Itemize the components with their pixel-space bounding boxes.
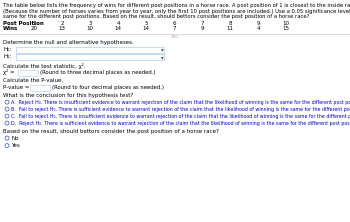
Circle shape (5, 100, 9, 104)
Circle shape (5, 136, 9, 140)
Text: 11: 11 (226, 26, 233, 31)
Text: Post Position: Post Position (3, 21, 44, 26)
Text: 2: 2 (60, 21, 64, 26)
Text: 15: 15 (282, 26, 289, 31)
Text: 7: 7 (200, 21, 204, 26)
FancyBboxPatch shape (16, 54, 164, 60)
Text: ▾: ▾ (161, 47, 163, 52)
Text: 9: 9 (200, 26, 204, 31)
Text: 10: 10 (282, 21, 289, 26)
Text: χ² =: χ² = (3, 69, 15, 75)
Text: Calculate the P-value.: Calculate the P-value. (3, 78, 63, 83)
Text: 5: 5 (144, 21, 148, 26)
Text: 20: 20 (30, 26, 37, 31)
Text: 3: 3 (88, 21, 92, 26)
Text: 4: 4 (116, 21, 120, 26)
Text: ▾: ▾ (161, 55, 163, 59)
FancyBboxPatch shape (30, 85, 50, 91)
Text: 8: 8 (228, 21, 232, 26)
Text: (Because the number of horses varies from year to year, only the first 10 post p: (Because the number of horses varies fro… (3, 9, 350, 14)
Text: Based on the result, should bettors consider the post position of a horse race?: Based on the result, should bettors cons… (3, 129, 219, 134)
Text: Yes: Yes (11, 143, 20, 148)
Text: D.  Reject H₀. There is sufficient evidence to warrant rejection of the claim th: D. Reject H₀. There is sufficient eviden… (11, 121, 350, 126)
Text: 13: 13 (58, 26, 65, 31)
Text: What is the conclusion for this hypothesis test?: What is the conclusion for this hypothes… (3, 93, 133, 98)
Text: Wins: Wins (3, 26, 18, 31)
Text: (Round to three decimal places as needed.): (Round to three decimal places as needed… (40, 70, 155, 75)
Circle shape (5, 144, 9, 148)
Circle shape (5, 114, 9, 118)
Circle shape (5, 121, 9, 125)
Text: same for the different post positions. Based on the result, should bettors consi: same for the different post positions. B… (3, 14, 309, 19)
Text: P-value =: P-value = (3, 85, 29, 90)
Text: 10: 10 (86, 26, 93, 31)
Text: No: No (11, 136, 19, 141)
Text: C.  Fail to reject H₀. There is insufficient evidence to warrant rejection of th: C. Fail to reject H₀. There is insuffici… (11, 114, 350, 119)
Text: The table below lists the frequency of wins for different post positions in a ho: The table below lists the frequency of w… (3, 4, 350, 8)
Text: H₀:: H₀: (3, 47, 11, 52)
Text: Determine the null and alternative hypotheses.: Determine the null and alternative hypot… (3, 40, 134, 45)
Text: A.  Reject H₀. There is insufficient evidence to warrant rejection of the claim : A. Reject H₀. There is insufficient evid… (11, 100, 350, 105)
Text: 14: 14 (142, 26, 149, 31)
Text: 9: 9 (256, 21, 260, 26)
Text: 14: 14 (114, 26, 121, 31)
Text: 6: 6 (172, 21, 176, 26)
FancyBboxPatch shape (18, 70, 38, 76)
Text: H₁:: H₁: (3, 54, 11, 59)
Text: CBO: CBO (171, 35, 179, 39)
FancyBboxPatch shape (16, 47, 164, 53)
Circle shape (5, 107, 9, 111)
Text: 7: 7 (172, 26, 176, 31)
Text: Calculate the test statistic, χ².: Calculate the test statistic, χ². (3, 63, 86, 69)
Text: 1: 1 (32, 21, 36, 26)
Text: (Round to four decimal places as needed.): (Round to four decimal places as needed.… (52, 85, 164, 90)
Text: 4: 4 (256, 26, 260, 31)
Text: B.  Fail to reject H₀. There is sufficient evidence to warrant rejection of the : B. Fail to reject H₀. There is sufficien… (11, 107, 350, 112)
